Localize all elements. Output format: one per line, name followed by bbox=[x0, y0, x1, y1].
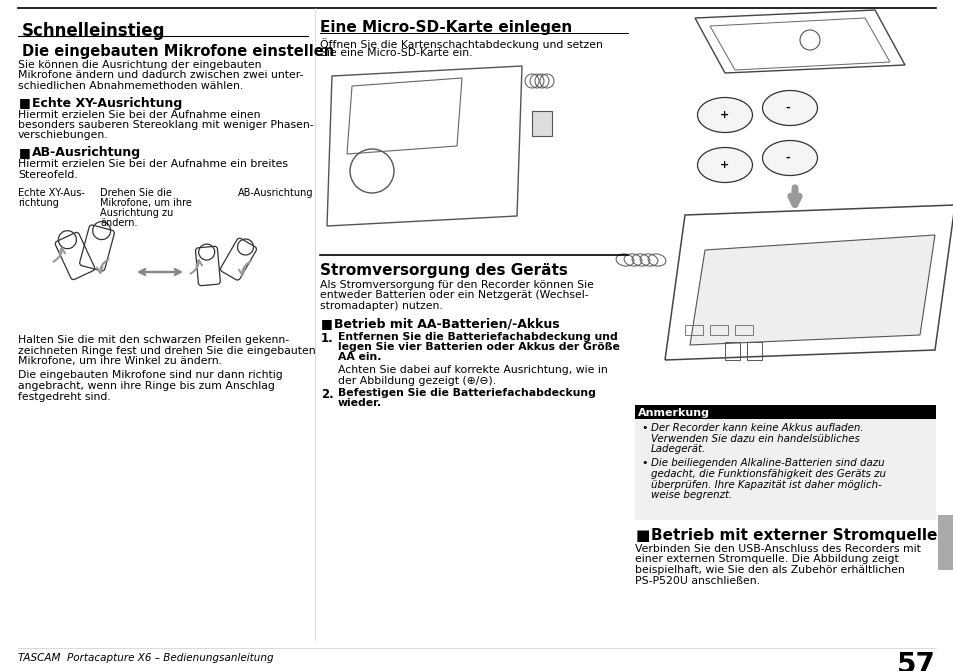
Text: stromadapter) nutzen.: stromadapter) nutzen. bbox=[319, 301, 442, 311]
Text: Verwenden Sie dazu ein handelsübliches: Verwenden Sie dazu ein handelsübliches bbox=[650, 433, 859, 444]
Text: ■: ■ bbox=[19, 97, 30, 109]
Text: Die eingebauten Mikrofone einstellen: Die eingebauten Mikrofone einstellen bbox=[22, 44, 334, 59]
Text: ändern.: ändern. bbox=[100, 218, 137, 228]
Text: Anmerkung: Anmerkung bbox=[638, 408, 709, 418]
Text: Als Stromversorgung für den Recorder können Sie: Als Stromversorgung für den Recorder kön… bbox=[319, 280, 594, 290]
Bar bbox=[635, 405, 935, 419]
Bar bbox=[724, 342, 740, 360]
Text: Sie eine Micro-SD-Karte ein.: Sie eine Micro-SD-Karte ein. bbox=[319, 48, 472, 58]
Text: Stereofeld.: Stereofeld. bbox=[18, 170, 77, 180]
Text: •: • bbox=[640, 423, 647, 433]
Text: Hiermit erzielen Sie bei der Aufnahme einen: Hiermit erzielen Sie bei der Aufnahme ei… bbox=[18, 109, 260, 119]
Text: richtung: richtung bbox=[18, 198, 59, 208]
Text: Betrieb mit externer Stromquelle: Betrieb mit externer Stromquelle bbox=[650, 528, 937, 543]
Text: Mikrofone, um ihre: Mikrofone, um ihre bbox=[100, 198, 192, 208]
Text: Die eingebauten Mikrofone sind nur dann richtig: Die eingebauten Mikrofone sind nur dann … bbox=[18, 370, 282, 380]
Ellipse shape bbox=[697, 148, 752, 183]
Text: Öffnen Sie die Kartenschachtabdeckung und setzen: Öffnen Sie die Kartenschachtabdeckung un… bbox=[319, 38, 602, 50]
Text: 2.: 2. bbox=[320, 388, 334, 401]
Text: Betrieb mit AA-Batterien/-Akkus: Betrieb mit AA-Batterien/-Akkus bbox=[334, 317, 559, 331]
Text: überprüfen. Ihre Kapazität ist daher möglich-: überprüfen. Ihre Kapazität ist daher mög… bbox=[650, 480, 881, 490]
Text: PS-P520U anschließen.: PS-P520U anschließen. bbox=[635, 576, 760, 586]
Text: Ladegerät.: Ladegerät. bbox=[650, 444, 705, 454]
Text: AB-Ausrichtung: AB-Ausrichtung bbox=[32, 146, 141, 159]
Text: entweder Batterien oder ein Netzgerät (Wechsel-: entweder Batterien oder ein Netzgerät (W… bbox=[319, 291, 588, 301]
Text: gedacht, die Funktionsfähigkeit des Geräts zu: gedacht, die Funktionsfähigkeit des Gerä… bbox=[650, 469, 885, 479]
Text: besonders sauberen Stereoklang mit weniger Phasen-: besonders sauberen Stereoklang mit wenig… bbox=[18, 120, 314, 130]
Text: Halten Sie die mit den schwarzen Pfeilen gekenn-: Halten Sie die mit den schwarzen Pfeilen… bbox=[18, 335, 289, 345]
Text: 57: 57 bbox=[896, 651, 935, 671]
Text: +: + bbox=[720, 110, 728, 120]
Text: Befestigen Sie die Batteriefachabdeckung: Befestigen Sie die Batteriefachabdeckung bbox=[337, 388, 596, 398]
Text: AB-Ausrichtung: AB-Ausrichtung bbox=[237, 188, 314, 198]
Text: ■: ■ bbox=[636, 528, 650, 543]
Text: Ausrichtung zu: Ausrichtung zu bbox=[100, 208, 173, 218]
Ellipse shape bbox=[761, 140, 817, 176]
Text: weise begrenzt.: weise begrenzt. bbox=[650, 490, 732, 500]
Text: TASCAM  Portacapture X6 – Bedienungsanleitung: TASCAM Portacapture X6 – Bedienungsanlei… bbox=[18, 653, 274, 663]
Text: AA ein.: AA ein. bbox=[337, 352, 381, 362]
Text: beispielhaft, wie Sie den als Zubehör erhältlichen: beispielhaft, wie Sie den als Zubehör er… bbox=[635, 565, 903, 575]
Text: Mikrofone ändern und dadurch zwischen zwei unter-: Mikrofone ändern und dadurch zwischen zw… bbox=[18, 70, 303, 81]
Bar bbox=[635, 405, 935, 520]
Text: Schnelleinstieg: Schnelleinstieg bbox=[22, 22, 165, 40]
Text: Stromversorgung des Geräts: Stromversorgung des Geräts bbox=[319, 263, 567, 278]
Text: Hiermit erzielen Sie bei der Aufnahme ein breites: Hiermit erzielen Sie bei der Aufnahme ei… bbox=[18, 159, 288, 169]
Text: Die beiliegenden Alkaline-Batterien sind dazu: Die beiliegenden Alkaline-Batterien sind… bbox=[650, 458, 883, 468]
Text: -: - bbox=[784, 103, 789, 113]
Bar bbox=[746, 342, 761, 360]
Text: Sie können die Ausrichtung der eingebauten: Sie können die Ausrichtung der eingebaut… bbox=[18, 60, 261, 70]
Text: Der Recorder kann keine Akkus aufladen.: Der Recorder kann keine Akkus aufladen. bbox=[650, 423, 862, 433]
Text: Entfernen Sie die Batteriefachabdeckung und: Entfernen Sie die Batteriefachabdeckung … bbox=[337, 331, 618, 342]
Text: Verbinden Sie den USB-Anschluss des Recorders mit: Verbinden Sie den USB-Anschluss des Reco… bbox=[635, 544, 920, 554]
Text: ■: ■ bbox=[320, 317, 333, 331]
Text: 1.: 1. bbox=[320, 331, 334, 344]
Bar bbox=[709, 325, 727, 335]
Polygon shape bbox=[689, 235, 934, 345]
Text: verschiebungen.: verschiebungen. bbox=[18, 130, 109, 140]
Text: zeichneten Ringe fest und drehen Sie die eingebauten: zeichneten Ringe fest und drehen Sie die… bbox=[18, 346, 315, 356]
Text: Echte XY-Ausrichtung: Echte XY-Ausrichtung bbox=[32, 97, 182, 109]
Text: wieder.: wieder. bbox=[337, 399, 382, 409]
Text: legen Sie vier Batterien oder Akkus der Größe: legen Sie vier Batterien oder Akkus der … bbox=[337, 342, 619, 352]
Text: Drehen Sie die: Drehen Sie die bbox=[100, 188, 172, 198]
Bar bbox=[734, 325, 752, 335]
Text: •: • bbox=[640, 458, 647, 468]
Text: festgedreht sind.: festgedreht sind. bbox=[18, 391, 111, 401]
Text: schiedlichen Abnahmemethoden wählen.: schiedlichen Abnahmemethoden wählen. bbox=[18, 81, 243, 91]
Text: ■: ■ bbox=[19, 146, 30, 159]
Text: Mikrofone, um ihre Winkel zu ändern.: Mikrofone, um ihre Winkel zu ändern. bbox=[18, 356, 222, 366]
Text: +: + bbox=[720, 160, 728, 170]
Text: Echte XY-Aus-: Echte XY-Aus- bbox=[18, 188, 85, 198]
Text: der Abbildung gezeigt (⊕/⊖).: der Abbildung gezeigt (⊕/⊖). bbox=[337, 376, 496, 386]
Text: Achten Sie dabei auf korrekte Ausrichtung, wie in: Achten Sie dabei auf korrekte Ausrichtun… bbox=[337, 365, 607, 375]
Text: angebracht, wenn ihre Ringe bis zum Anschlag: angebracht, wenn ihre Ringe bis zum Ansc… bbox=[18, 381, 274, 391]
Bar bbox=[684, 325, 702, 335]
Ellipse shape bbox=[761, 91, 817, 125]
Ellipse shape bbox=[697, 97, 752, 132]
Bar bbox=[937, 515, 953, 570]
Text: -: - bbox=[784, 153, 789, 163]
Bar bbox=[532, 111, 552, 136]
Text: Eine Micro-SD-Karte einlegen: Eine Micro-SD-Karte einlegen bbox=[319, 20, 572, 35]
Text: einer externen Stromquelle. Die Abbildung zeigt: einer externen Stromquelle. Die Abbildun… bbox=[635, 554, 898, 564]
